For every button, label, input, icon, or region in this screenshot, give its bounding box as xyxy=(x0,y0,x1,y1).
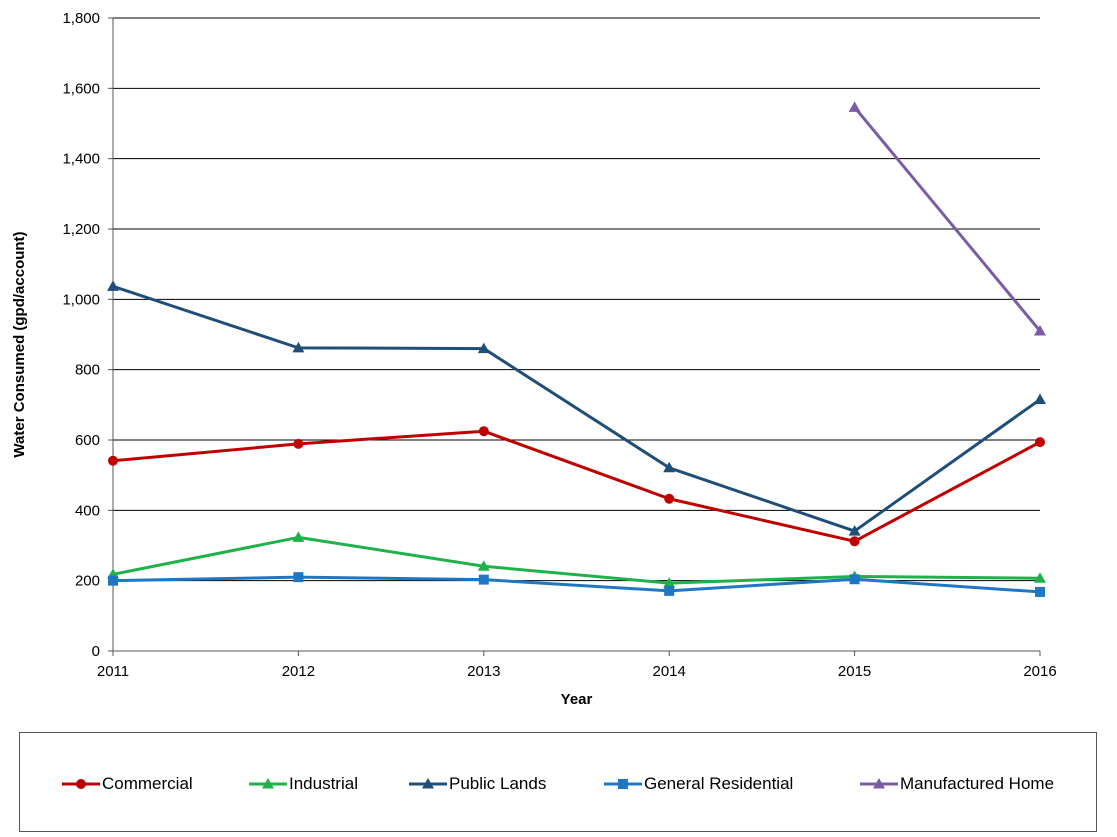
legend-item-manufactured-home: Manufactured Home xyxy=(860,773,1054,795)
y-axis-title: Water Consumed (gpd/account) xyxy=(11,231,28,457)
data-point xyxy=(477,560,490,571)
data-point xyxy=(108,575,118,586)
data-point xyxy=(664,585,675,596)
y-tick-label: 1,600 xyxy=(62,80,100,97)
series-line xyxy=(112,535,1041,585)
data-point xyxy=(477,342,490,354)
y-tick-label: 400 xyxy=(75,502,100,519)
x-tick-labels: 2011 2012 2013 2014 2015 2016 xyxy=(97,663,1057,680)
data-point xyxy=(108,455,118,466)
gridlines xyxy=(108,17,1040,652)
data-point xyxy=(107,280,119,291)
legend-item-general-residential: General Residential xyxy=(604,773,793,795)
data-point xyxy=(1034,572,1046,583)
legend-item-public-lands: Public Lands xyxy=(409,773,546,795)
legend-swatch xyxy=(409,778,447,789)
y-tick-label: 1,000 xyxy=(62,291,100,308)
data-point xyxy=(293,572,304,583)
series-line xyxy=(853,106,1042,332)
data-point xyxy=(849,574,860,585)
legend-swatch xyxy=(604,779,642,789)
legend-label: Industrial xyxy=(289,774,358,793)
series-line xyxy=(112,575,1041,594)
legend-swatch xyxy=(249,778,287,789)
legend-item-industrial: Industrial xyxy=(249,773,358,795)
y-tick-label: 1,800 xyxy=(62,10,100,27)
series-general-residential xyxy=(108,572,1045,597)
series-line xyxy=(112,429,1041,543)
legend-label: Public Lands xyxy=(449,774,547,793)
y-tick-label: 1,200 xyxy=(62,221,100,238)
data-point xyxy=(478,426,489,437)
series-line xyxy=(112,284,1041,533)
x-tick-label: 2011 xyxy=(97,663,129,680)
x-tick-label: 2015 xyxy=(838,663,871,680)
series-public-lands xyxy=(107,280,1046,536)
data-point xyxy=(848,525,861,536)
y-tick-label: 800 xyxy=(75,362,100,379)
series-commercial xyxy=(108,426,1045,547)
legend-item-commercial: Commercial xyxy=(62,773,193,795)
data-point xyxy=(293,438,304,449)
data-point xyxy=(292,531,305,542)
data-point xyxy=(663,461,676,473)
data-point xyxy=(663,577,676,588)
y-tick-label: 200 xyxy=(75,573,100,590)
data-point xyxy=(1035,586,1045,597)
axes xyxy=(112,18,1041,656)
y-tick-label: 1,400 xyxy=(62,151,100,168)
legend-swatch xyxy=(62,779,100,789)
x-tick-label: 2016 xyxy=(1023,663,1056,680)
x-tick-label: 2013 xyxy=(467,663,500,680)
legend-label: Manufactured Home xyxy=(900,774,1055,793)
legend: Commercial Industrial Public Lands General … xyxy=(19,732,1097,832)
data-point xyxy=(1035,437,1045,448)
x-axis-title: Year xyxy=(561,691,593,708)
x-tick-label: 2014 xyxy=(653,663,686,680)
data-point xyxy=(849,536,860,547)
series-manufactured-home xyxy=(848,101,1046,336)
data-point xyxy=(1034,324,1046,336)
data-point xyxy=(478,574,489,585)
line-chart: 0 200 400 600 800 1,000 1,200 1,400 1,600 1,800 2… xyxy=(11,10,1057,708)
legend-label: Commercial xyxy=(102,774,193,793)
data-point xyxy=(1034,393,1046,405)
data-point xyxy=(664,493,675,504)
y-tick-label: 0 xyxy=(92,643,100,660)
x-tick-label: 2012 xyxy=(282,663,315,680)
legend-swatch xyxy=(860,778,898,789)
y-tick-labels: 0 200 400 600 800 1,000 1,200 1,400 1,600 1,800 xyxy=(62,10,100,660)
y-tick-label: 600 xyxy=(75,432,100,449)
data-point xyxy=(292,341,305,353)
series-layer xyxy=(107,101,1046,597)
data-point xyxy=(848,101,861,112)
legend-label: General Residential xyxy=(644,774,794,793)
